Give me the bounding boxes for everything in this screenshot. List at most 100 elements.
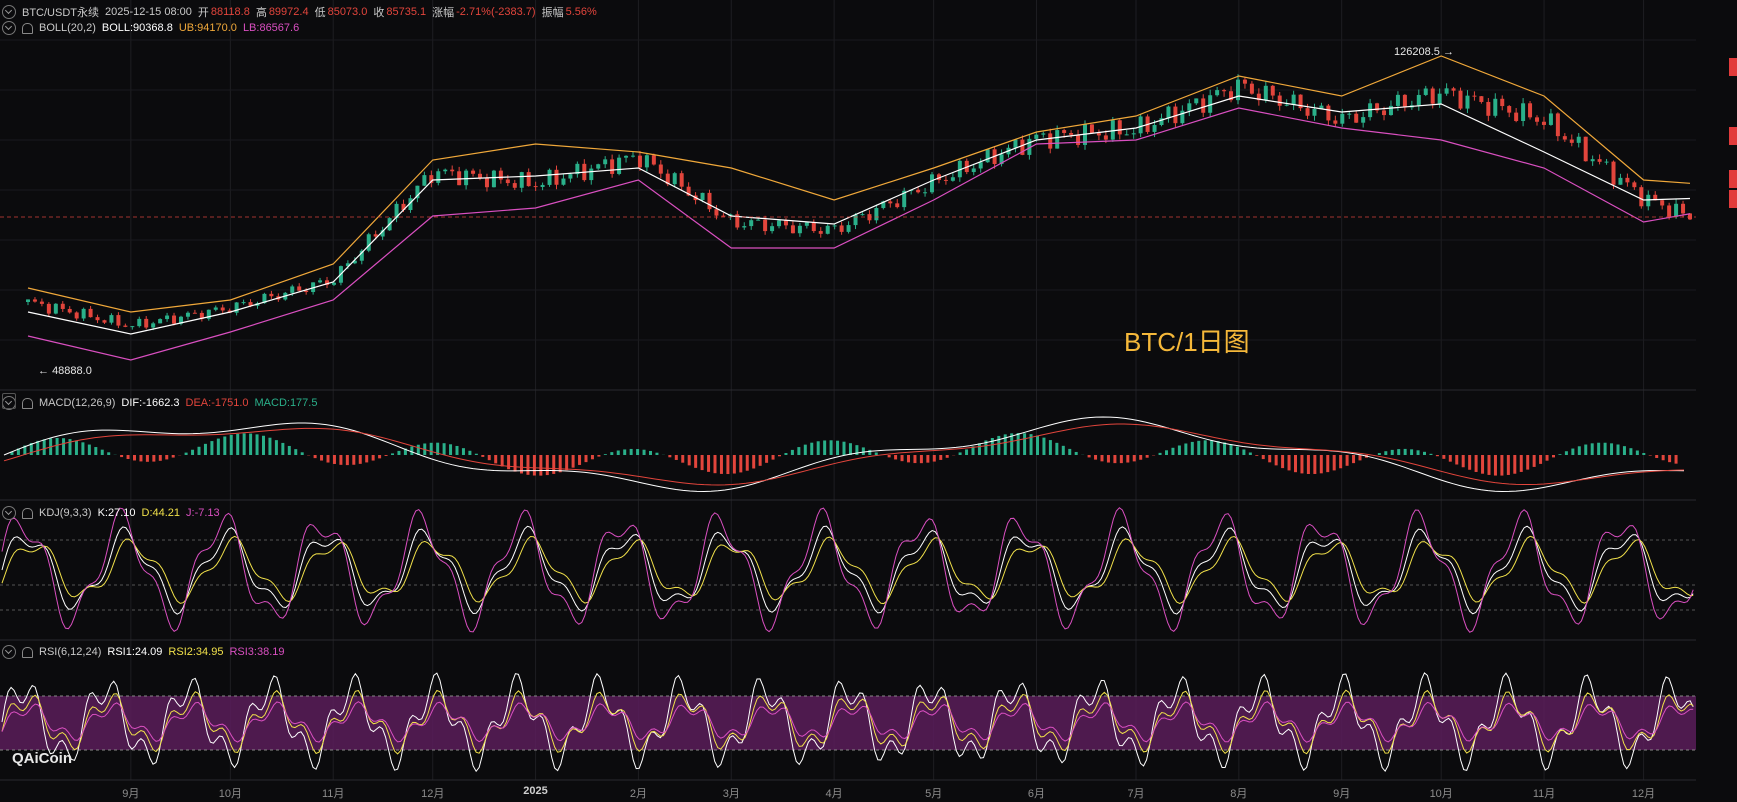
macd-bar	[629, 448, 633, 455]
pane-collapse-button[interactable]	[2, 393, 16, 409]
candle-body	[832, 225, 837, 227]
macd-bar	[694, 455, 698, 468]
macd-bar	[526, 455, 530, 475]
rsi-band	[0, 696, 1696, 750]
macd-bar	[971, 446, 975, 455]
macd-bar	[378, 455, 382, 459]
macd-bar	[603, 454, 607, 455]
bell-icon[interactable]	[22, 507, 33, 519]
candle-body	[206, 309, 211, 319]
macd-bar	[1461, 455, 1465, 468]
price-marker[interactable]	[1729, 170, 1737, 188]
bell-icon[interactable]	[22, 646, 33, 658]
candle-body	[1069, 132, 1074, 135]
collapse-icon[interactable]	[2, 21, 16, 35]
price-marker[interactable]	[1729, 58, 1737, 76]
series-line-ub	[27, 55, 1691, 313]
collapse-icon[interactable]	[2, 5, 16, 19]
macd-bar	[1590, 443, 1594, 455]
macd-bar	[1197, 440, 1201, 455]
macd-bar	[1455, 455, 1459, 465]
macd-bar	[223, 436, 227, 455]
candle-body	[158, 319, 163, 324]
candle-body	[471, 170, 476, 174]
macd-bar	[932, 455, 936, 462]
macd-bar	[16, 448, 20, 455]
candle-body	[686, 186, 691, 196]
low-marker-value: 48888.0	[52, 365, 92, 377]
macd-bar	[442, 443, 446, 455]
macd-bar	[1184, 443, 1188, 455]
macd-bar	[1229, 444, 1233, 455]
candle-body	[1583, 136, 1588, 162]
macd-bar	[532, 455, 536, 476]
candle-body	[1103, 135, 1108, 140]
candle-body	[1298, 94, 1303, 109]
macd-bar	[1358, 455, 1362, 461]
close-label: 收	[373, 7, 385, 19]
bell-icon[interactable]	[22, 22, 33, 34]
aicoin-logo: QAiCoin	[12, 750, 72, 767]
candle-body	[1618, 177, 1623, 185]
boll-ub: UB:94170.0	[178, 22, 237, 34]
macd-bar	[520, 455, 523, 474]
candle-body	[804, 222, 809, 226]
candle-body	[109, 315, 114, 323]
symbol-label: BTC/USDT永续	[22, 7, 99, 19]
macd-bar	[565, 455, 569, 471]
candle-body	[846, 225, 851, 232]
candle-body	[596, 164, 601, 169]
macd-bar	[681, 455, 685, 463]
collapse-icon[interactable]	[2, 506, 16, 520]
macd-bar	[1564, 451, 1568, 455]
x-tick-label: 7月	[1127, 788, 1145, 800]
macd-bar	[900, 455, 904, 462]
close-value: 85735.1	[386, 6, 427, 18]
macd-bar	[1526, 455, 1530, 470]
candle-body	[1416, 94, 1421, 106]
candle-body	[971, 168, 976, 173]
j-line	[1, 507, 1694, 633]
rsi-legend: RSI(6,12,24) RSI1:24.09 RSI2:34.95 RSI3:…	[0, 644, 291, 660]
candle-body	[1319, 105, 1324, 110]
candle-body	[443, 169, 448, 172]
change-value: -2.71%(-2383.7)	[456, 6, 536, 18]
macd-bar	[1332, 455, 1336, 471]
candle-body	[1625, 177, 1630, 183]
rsi-name[interactable]: RSI(6,12,24)	[39, 646, 102, 658]
kdj-name[interactable]: KDJ(9,3,3)	[39, 507, 92, 519]
macd-bar	[345, 455, 349, 466]
macd-bar	[513, 455, 517, 472]
macd-bar	[1345, 455, 1349, 466]
macd-bar	[507, 455, 511, 470]
candle-body	[777, 220, 782, 227]
boll-name[interactable]: BOLL(20,2)	[39, 22, 96, 34]
macd-bar	[719, 455, 723, 474]
macd-name[interactable]: MACD(12,26,9)	[39, 397, 116, 409]
candle-body	[165, 315, 170, 320]
collapse-icon[interactable]	[2, 645, 16, 659]
price-marker[interactable]	[1729, 190, 1737, 208]
candle-body	[88, 308, 93, 318]
macd-bar	[1010, 433, 1014, 455]
candle-body	[1660, 200, 1665, 206]
macd-bar	[552, 455, 556, 474]
candle-body	[1340, 113, 1345, 124]
macd-bar	[461, 448, 465, 455]
price-marker[interactable]	[1729, 127, 1737, 145]
macd-bar	[468, 450, 472, 455]
macd-bar	[229, 434, 233, 455]
candle-body	[331, 282, 336, 285]
x-tick-label: 12月	[1631, 788, 1656, 800]
macd-bar	[848, 443, 852, 455]
macd-bar	[1119, 455, 1123, 464]
candle-body	[1020, 139, 1025, 155]
candle-body	[220, 307, 225, 311]
candle-body	[144, 318, 149, 328]
macd-bar	[861, 447, 865, 455]
macd-bar	[1203, 440, 1207, 455]
candle-body	[923, 192, 928, 194]
bell-icon[interactable]	[22, 397, 33, 409]
macd-bar	[339, 455, 343, 465]
macd-bar	[700, 455, 704, 471]
